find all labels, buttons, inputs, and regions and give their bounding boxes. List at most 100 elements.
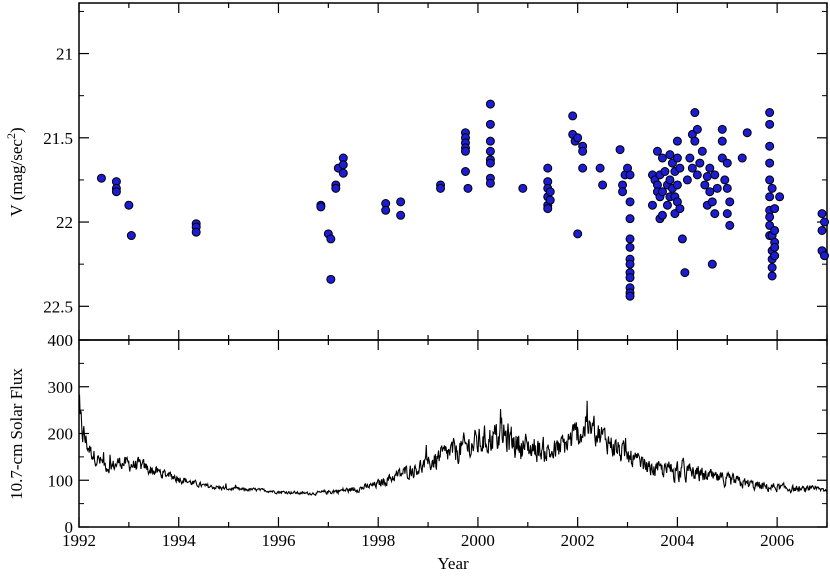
scatter-point [672, 136, 682, 146]
scatter-point [543, 204, 553, 214]
bottom-y-tick-label: 300 [48, 378, 74, 397]
scatter-point [625, 214, 635, 224]
scatter-point [463, 183, 473, 193]
scatter-point [707, 197, 717, 207]
scatter-point [710, 209, 720, 219]
scatter-point [722, 183, 732, 193]
scatter-point [396, 197, 406, 207]
scatter-point [625, 170, 635, 180]
scatter-point [485, 178, 495, 188]
scatter-point [485, 146, 495, 156]
scatter-point [767, 271, 777, 281]
scatter-point [396, 210, 406, 220]
scatter-point [657, 210, 667, 220]
scatter-point [331, 183, 341, 193]
scatter-point [660, 167, 670, 176]
scatter-point [712, 183, 722, 193]
scatter-point [568, 111, 578, 121]
top-y-tick-label: 21 [56, 45, 73, 64]
x-tick-label: 1994 [162, 531, 197, 550]
solar-flux-line [78, 394, 828, 497]
scatter-point [381, 205, 391, 215]
scatter-point [820, 251, 830, 261]
scatter-point [682, 175, 692, 185]
scatter-point [770, 242, 780, 252]
scatter-point [765, 108, 775, 118]
scatter-point [707, 259, 717, 269]
scatter-point [675, 204, 685, 214]
scatter-point [615, 145, 625, 155]
scatter-point [720, 175, 730, 185]
scatter-point [705, 187, 715, 197]
scatter-point [765, 119, 775, 129]
scatter-point [765, 158, 775, 168]
scatter-point [690, 136, 700, 146]
scatter-point [705, 163, 715, 173]
scatter-point [710, 170, 720, 180]
scatter-point [677, 234, 687, 244]
scatter-point [725, 220, 735, 230]
scatter-point [618, 187, 628, 197]
scatter-points [96, 99, 830, 301]
scatter-point [722, 158, 732, 168]
scatter-point [124, 200, 134, 210]
scatter-point [680, 268, 690, 278]
scatter-point [767, 183, 777, 193]
scatter-point [191, 227, 201, 237]
scatter-point [770, 204, 780, 214]
scatter-point [545, 187, 555, 197]
scatter-point [775, 192, 785, 202]
scatter-point [485, 119, 495, 129]
scatter-point [702, 172, 712, 182]
scatter-point [690, 108, 700, 118]
scatter-point [765, 175, 775, 185]
scatter-point [338, 168, 348, 178]
scatter-point [545, 195, 555, 205]
scatter-point [767, 263, 777, 273]
scatter-point [595, 163, 605, 173]
scatter-point [692, 170, 702, 180]
scatter-point [436, 183, 446, 193]
bottom-y-tick-label: 100 [48, 471, 74, 490]
scatter-point [652, 146, 662, 156]
scatter-point [326, 274, 336, 284]
x-tick-label: 1998 [361, 531, 395, 550]
scatter-point [485, 99, 495, 109]
scatter-point [625, 259, 635, 269]
scatter-point [316, 202, 326, 212]
scatter-point [598, 180, 608, 190]
scatter-point [647, 200, 657, 210]
scatter-point [770, 225, 780, 235]
scatter-point [700, 180, 710, 190]
scatter-point [737, 153, 747, 163]
x-tick-label: 2004 [660, 531, 695, 550]
scatter-point [765, 141, 775, 151]
x-tick-label: 2002 [561, 531, 595, 550]
top-y-tick-label: 21.5 [43, 129, 73, 148]
top-y-axis-label: V (mag/sec2) [4, 127, 26, 216]
x-axis-label: Year [437, 554, 469, 573]
scatter-point [625, 291, 635, 301]
scatter-point [657, 187, 667, 197]
scatter-point [742, 128, 752, 138]
scatter-point [817, 209, 827, 219]
bottom-panel-solar-flux: 0 100 200 300 400 1992 1994 1996 1998 2000 2002 200… [48, 331, 828, 550]
scatter-point [126, 231, 136, 241]
x-tick-label: 1996 [261, 531, 295, 550]
bottom-y-axis-label: 10.7-cm Solar Flux [7, 368, 26, 500]
scatter-point [770, 251, 780, 261]
scatter-point [717, 124, 727, 134]
scatter-point [765, 192, 775, 202]
scatter-point [657, 153, 667, 163]
scatter-point [675, 163, 685, 173]
scatter-point [96, 173, 106, 183]
scatter-point [820, 217, 830, 227]
scatter-point [111, 187, 121, 197]
scatter-point [695, 158, 705, 168]
scatter-point [625, 234, 635, 244]
top-panel-magnitude: 21 21.5 22 22.5 [43, 2, 830, 341]
scatter-point [672, 180, 682, 190]
scatter-point [338, 160, 348, 170]
scatter-point [722, 209, 732, 219]
